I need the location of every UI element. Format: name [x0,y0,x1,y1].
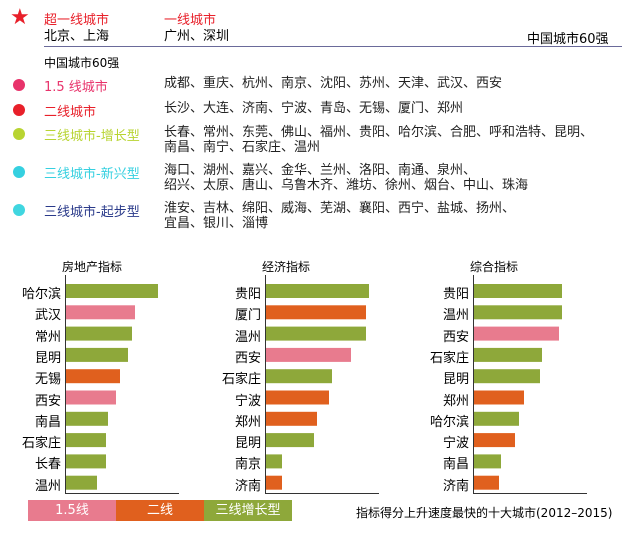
tier-cities: 长春、常州、东莞、佛山、福州、贵阳、哈尔滨、合肥、呼和浩特、昆明、 [164,125,594,140]
caption: 指标得分上升速度最快的十大城市(2012–2015) [356,506,613,520]
bar [266,284,369,298]
category-label: 郑州 [234,414,261,430]
tier-cities: 长沙、大连、济南、宁波、青岛、无锡、厦门、郑州 [164,101,464,116]
tier-label: 三线城市-增长型 [44,129,140,144]
bar [474,305,562,320]
bar [474,433,515,448]
category-label: 厦门 [234,308,261,324]
tier1-cities: 广州、深圳 [164,29,230,44]
tier-cities: 绍兴、太原、唐山、乌鲁木齐、潍坊、徐州、烟台、中山、珠海 [164,178,529,193]
tier-label: 三线城市-起步型 [44,205,140,220]
bar [474,326,559,341]
tier-cities: 宜昌、银川、淄博 [164,216,269,231]
bar [66,433,106,448]
tier-label: 二线城市 [44,105,97,120]
category-label: 哈尔滨 [429,414,469,430]
top-right-title: 中国城市60强 [527,32,609,47]
bar [266,326,366,341]
bar [66,390,116,405]
tier-label: 三线城市-新兴型 [44,167,140,182]
category-label: 西安 [34,393,61,409]
bar [66,454,106,469]
category-label: 石家庄 [429,350,469,366]
bar [266,475,282,490]
tier-dot-icon [13,204,25,216]
chart-title: 综合指标 [470,260,519,274]
tier-cities: 南昌、南宁、石家庄、温州 [164,140,321,155]
bar [474,475,499,490]
category-label: 哈尔滨 [21,287,61,302]
category-label: 石家庄 [221,372,261,388]
category-label: 昆明 [34,350,61,366]
tier-label: 1.5 线城市 [44,80,108,95]
bar [266,347,351,362]
tier-cities: 淮安、吉林、绵阳、威海、芜湖、襄阳、西宁、盐城、扬州、 [164,201,516,216]
bar [266,411,317,426]
legend-item: 1.5线 [28,500,116,521]
category-label: 南京 [234,457,261,473]
bar [66,326,132,341]
category-label: 宁波 [234,393,261,409]
tier-dot-icon [13,128,25,140]
bar [474,454,501,469]
tier-cities: 海口、湖州、嘉兴、金华、兰州、洛阳、南通、泉州、 [164,163,477,178]
category-label: 昆明 [234,436,261,452]
tier-dot-icon [13,79,25,91]
bar [266,454,282,469]
category-label: 温州 [234,329,261,345]
category-label: 郑州 [442,393,469,409]
category-label: 常州 [34,329,61,345]
bar [66,305,135,320]
bar [474,347,542,362]
category-label: 南昌 [442,457,469,473]
chart-title: 经济指标 [262,260,311,274]
bar [66,475,97,490]
category-label: 西安 [234,350,261,366]
legend-item: 二线 [116,500,204,521]
category-label: 西安 [442,329,469,345]
category-label: 济南 [442,478,469,494]
category-label: 宁波 [442,436,469,452]
legend-item: 三线增长型 [204,500,292,521]
star-icon: ★ [10,5,30,30]
bar [66,369,120,384]
bar [474,369,540,384]
bar [266,369,332,384]
bar [474,411,519,426]
list-title: 中国城市60强 [44,56,120,70]
bar-chart [65,275,179,494]
bar [66,284,158,298]
bar [474,284,562,298]
tier-dot-icon [13,166,25,178]
category-label: 长春 [34,457,61,473]
divider [44,46,622,47]
chart-title: 房地产指标 [62,260,123,274]
category-label: 贵阳 [234,287,261,302]
category-label: 武汉 [34,308,61,324]
bar [266,305,366,320]
bar [474,390,524,405]
category-label: 昆明 [442,372,469,388]
category-label: 温州 [442,308,469,324]
bar-chart [265,275,379,494]
super-tier-label: 超一线城市 [44,13,110,28]
category-label: 石家庄 [21,436,61,452]
bar-chart [473,275,587,494]
tier-cities: 成都、重庆、杭州、南京、沈阳、苏州、天津、武汉、西安 [164,76,503,91]
bar [266,390,329,405]
tier1-label: 一线城市 [164,13,217,28]
bar [266,433,314,448]
bar [66,411,108,426]
bar [66,347,128,362]
category-label: 济南 [234,478,261,494]
category-label: 贵阳 [442,287,469,302]
tier-dot-icon [13,104,25,116]
category-label: 温州 [34,478,61,494]
super-tier-cities: 北京、上海 [44,29,110,44]
category-label: 无锡 [34,372,61,388]
category-label: 南昌 [34,414,61,430]
